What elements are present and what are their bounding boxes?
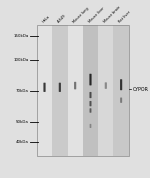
Bar [113,25,129,156]
Text: Mouse brain: Mouse brain [103,5,122,24]
Text: Mouse liver: Mouse liver [88,6,105,24]
FancyBboxPatch shape [44,83,46,92]
FancyBboxPatch shape [90,92,92,98]
Text: 100kDa: 100kDa [14,58,29,62]
Bar [98,25,113,156]
FancyBboxPatch shape [105,82,107,89]
FancyBboxPatch shape [120,98,122,103]
Text: HeLa: HeLa [42,14,51,24]
FancyBboxPatch shape [59,83,61,92]
Text: 40kDa: 40kDa [16,140,29,144]
FancyBboxPatch shape [90,108,91,113]
Bar [37,25,52,156]
Bar [83,25,98,156]
Text: A-549: A-549 [57,13,67,24]
Bar [68,25,83,156]
Text: Rat liver: Rat liver [118,10,132,24]
Text: Mouse lung: Mouse lung [72,6,90,24]
Text: CYPOR: CYPOR [133,87,149,91]
Text: 50kDa: 50kDa [16,120,29,124]
FancyBboxPatch shape [74,82,76,89]
Text: 70kDa: 70kDa [16,89,29,93]
FancyBboxPatch shape [89,74,92,85]
FancyBboxPatch shape [90,124,91,128]
Bar [37,25,129,156]
Text: 150kDa: 150kDa [14,34,29,38]
Bar [52,25,68,156]
FancyBboxPatch shape [90,101,92,106]
FancyBboxPatch shape [120,79,122,90]
